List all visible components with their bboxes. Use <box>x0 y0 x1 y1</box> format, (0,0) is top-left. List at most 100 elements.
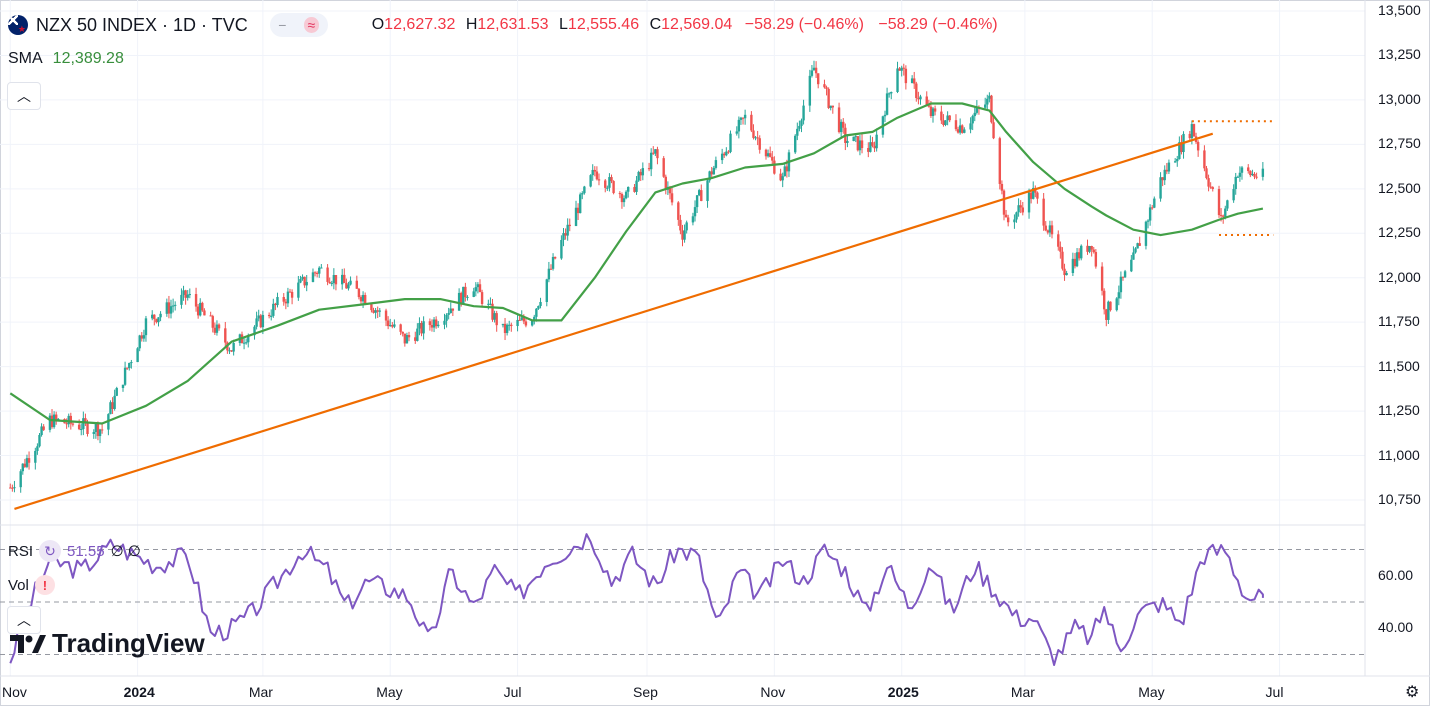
open-label: O <box>371 16 385 33</box>
candle-body <box>971 116 974 124</box>
candle-body <box>347 284 350 289</box>
nz-flag-icon <box>8 15 28 35</box>
candle-body <box>814 67 818 74</box>
time-tick-label: May <box>1138 684 1165 700</box>
candle-body <box>1219 215 1223 217</box>
candle-body <box>854 136 857 138</box>
candle-body <box>169 306 173 314</box>
candle-body <box>812 67 816 71</box>
rsi-legend[interactable]: RSI ↻ 51.55 ∅ ∅ <box>8 540 141 562</box>
candle-body <box>462 286 465 305</box>
candle-body <box>480 292 484 304</box>
change-value-2: −58.29 (−0.46%) <box>878 16 998 33</box>
sma-legend[interactable]: SMA 12,389.28 <box>8 50 124 68</box>
candle-body <box>136 348 139 363</box>
settings-gear-icon[interactable]: ⚙ <box>1405 684 1420 701</box>
chevron-up-icon: ︿ <box>17 612 31 628</box>
candle-body <box>213 327 217 333</box>
candle-body <box>1188 133 1191 139</box>
candle-body <box>942 120 945 125</box>
candle-body <box>668 186 672 194</box>
candle-body <box>1102 290 1106 310</box>
candle-body <box>1100 266 1104 291</box>
candle-body <box>184 290 187 298</box>
minus-icon[interactable]: − <box>278 17 287 33</box>
candle-body <box>693 207 697 217</box>
candle-body <box>664 176 667 190</box>
candle-body <box>539 301 542 307</box>
candle-body <box>624 191 628 199</box>
candle-body <box>1176 159 1179 162</box>
rsi-source-icon[interactable]: ↻ <box>39 540 62 562</box>
tradingview-logo[interactable]: TradingView <box>10 628 205 659</box>
candle-body <box>38 435 41 447</box>
candle-body <box>318 267 321 274</box>
candle-body <box>902 67 905 69</box>
candle-body <box>476 284 480 288</box>
candle-body <box>931 108 935 117</box>
candle-body <box>695 195 699 208</box>
price-tick-label: 11,250 <box>1378 402 1420 419</box>
warning-icon[interactable]: ! <box>34 575 55 595</box>
candle-body <box>493 313 496 320</box>
candle-body <box>963 129 966 133</box>
candle-body <box>576 207 580 214</box>
candle-body <box>67 415 70 425</box>
candle-body <box>1249 171 1252 176</box>
candle-body <box>910 78 914 84</box>
candle-body <box>403 333 407 344</box>
candle-body <box>741 117 745 119</box>
price-grid <box>0 0 1365 676</box>
candle-body <box>662 158 665 177</box>
candle-body <box>130 362 133 364</box>
collapse-indicators-button[interactable]: ︿ <box>7 606 41 634</box>
candle-body <box>1000 183 1004 191</box>
candle-body <box>925 96 928 106</box>
ohlc-values: O12,627.32 H12,631.53 L12,555.46 C12,569… <box>372 16 998 34</box>
candle-body <box>211 316 214 328</box>
candle-body <box>796 128 799 136</box>
candle-body <box>712 167 716 175</box>
candle-body <box>232 342 235 352</box>
candle-body <box>867 147 870 152</box>
candle-body <box>1050 225 1054 235</box>
candle-body <box>1217 189 1221 216</box>
candle-body <box>343 274 346 283</box>
candle-body <box>138 335 141 349</box>
candle-body <box>798 125 801 129</box>
volume-legend[interactable]: Vol ! <box>8 575 55 595</box>
candle-body <box>77 424 81 430</box>
candle-body <box>242 342 246 344</box>
candle-body <box>1115 298 1118 311</box>
legend-toggle[interactable]: − ≈ <box>269 13 328 37</box>
symbol-title[interactable]: NZX 50 INDEX · 1D · TVC <box>36 14 248 35</box>
price-tick-label: 11,000 <box>1378 446 1420 463</box>
approx-icon[interactable]: ≈ <box>303 17 320 33</box>
candle-body <box>128 363 131 369</box>
candle-body <box>522 317 526 322</box>
collapse-legend-button[interactable]: ︿ <box>7 82 41 110</box>
candle-body <box>1029 192 1033 199</box>
candle-body <box>501 323 505 326</box>
candle-body <box>583 186 586 194</box>
rsi-line <box>9 533 1264 666</box>
candle-body <box>82 418 85 429</box>
candle-body <box>1105 309 1108 320</box>
rsi-layer <box>9 533 1264 666</box>
price-tick-label: 12,500 <box>1378 179 1421 196</box>
candle-body <box>459 292 463 305</box>
rsi-label: RSI <box>8 542 34 560</box>
candle-body <box>825 87 828 89</box>
price-tick-label: 13,000 <box>1378 90 1421 107</box>
candle-body <box>549 268 553 270</box>
candle-body <box>652 152 655 154</box>
candle-body <box>1247 167 1250 172</box>
candle-body <box>620 194 624 203</box>
candle-body <box>361 294 365 302</box>
candle-body <box>401 331 404 334</box>
candle-body <box>729 133 732 152</box>
close-label: C <box>649 16 662 33</box>
candle-body <box>303 276 306 286</box>
